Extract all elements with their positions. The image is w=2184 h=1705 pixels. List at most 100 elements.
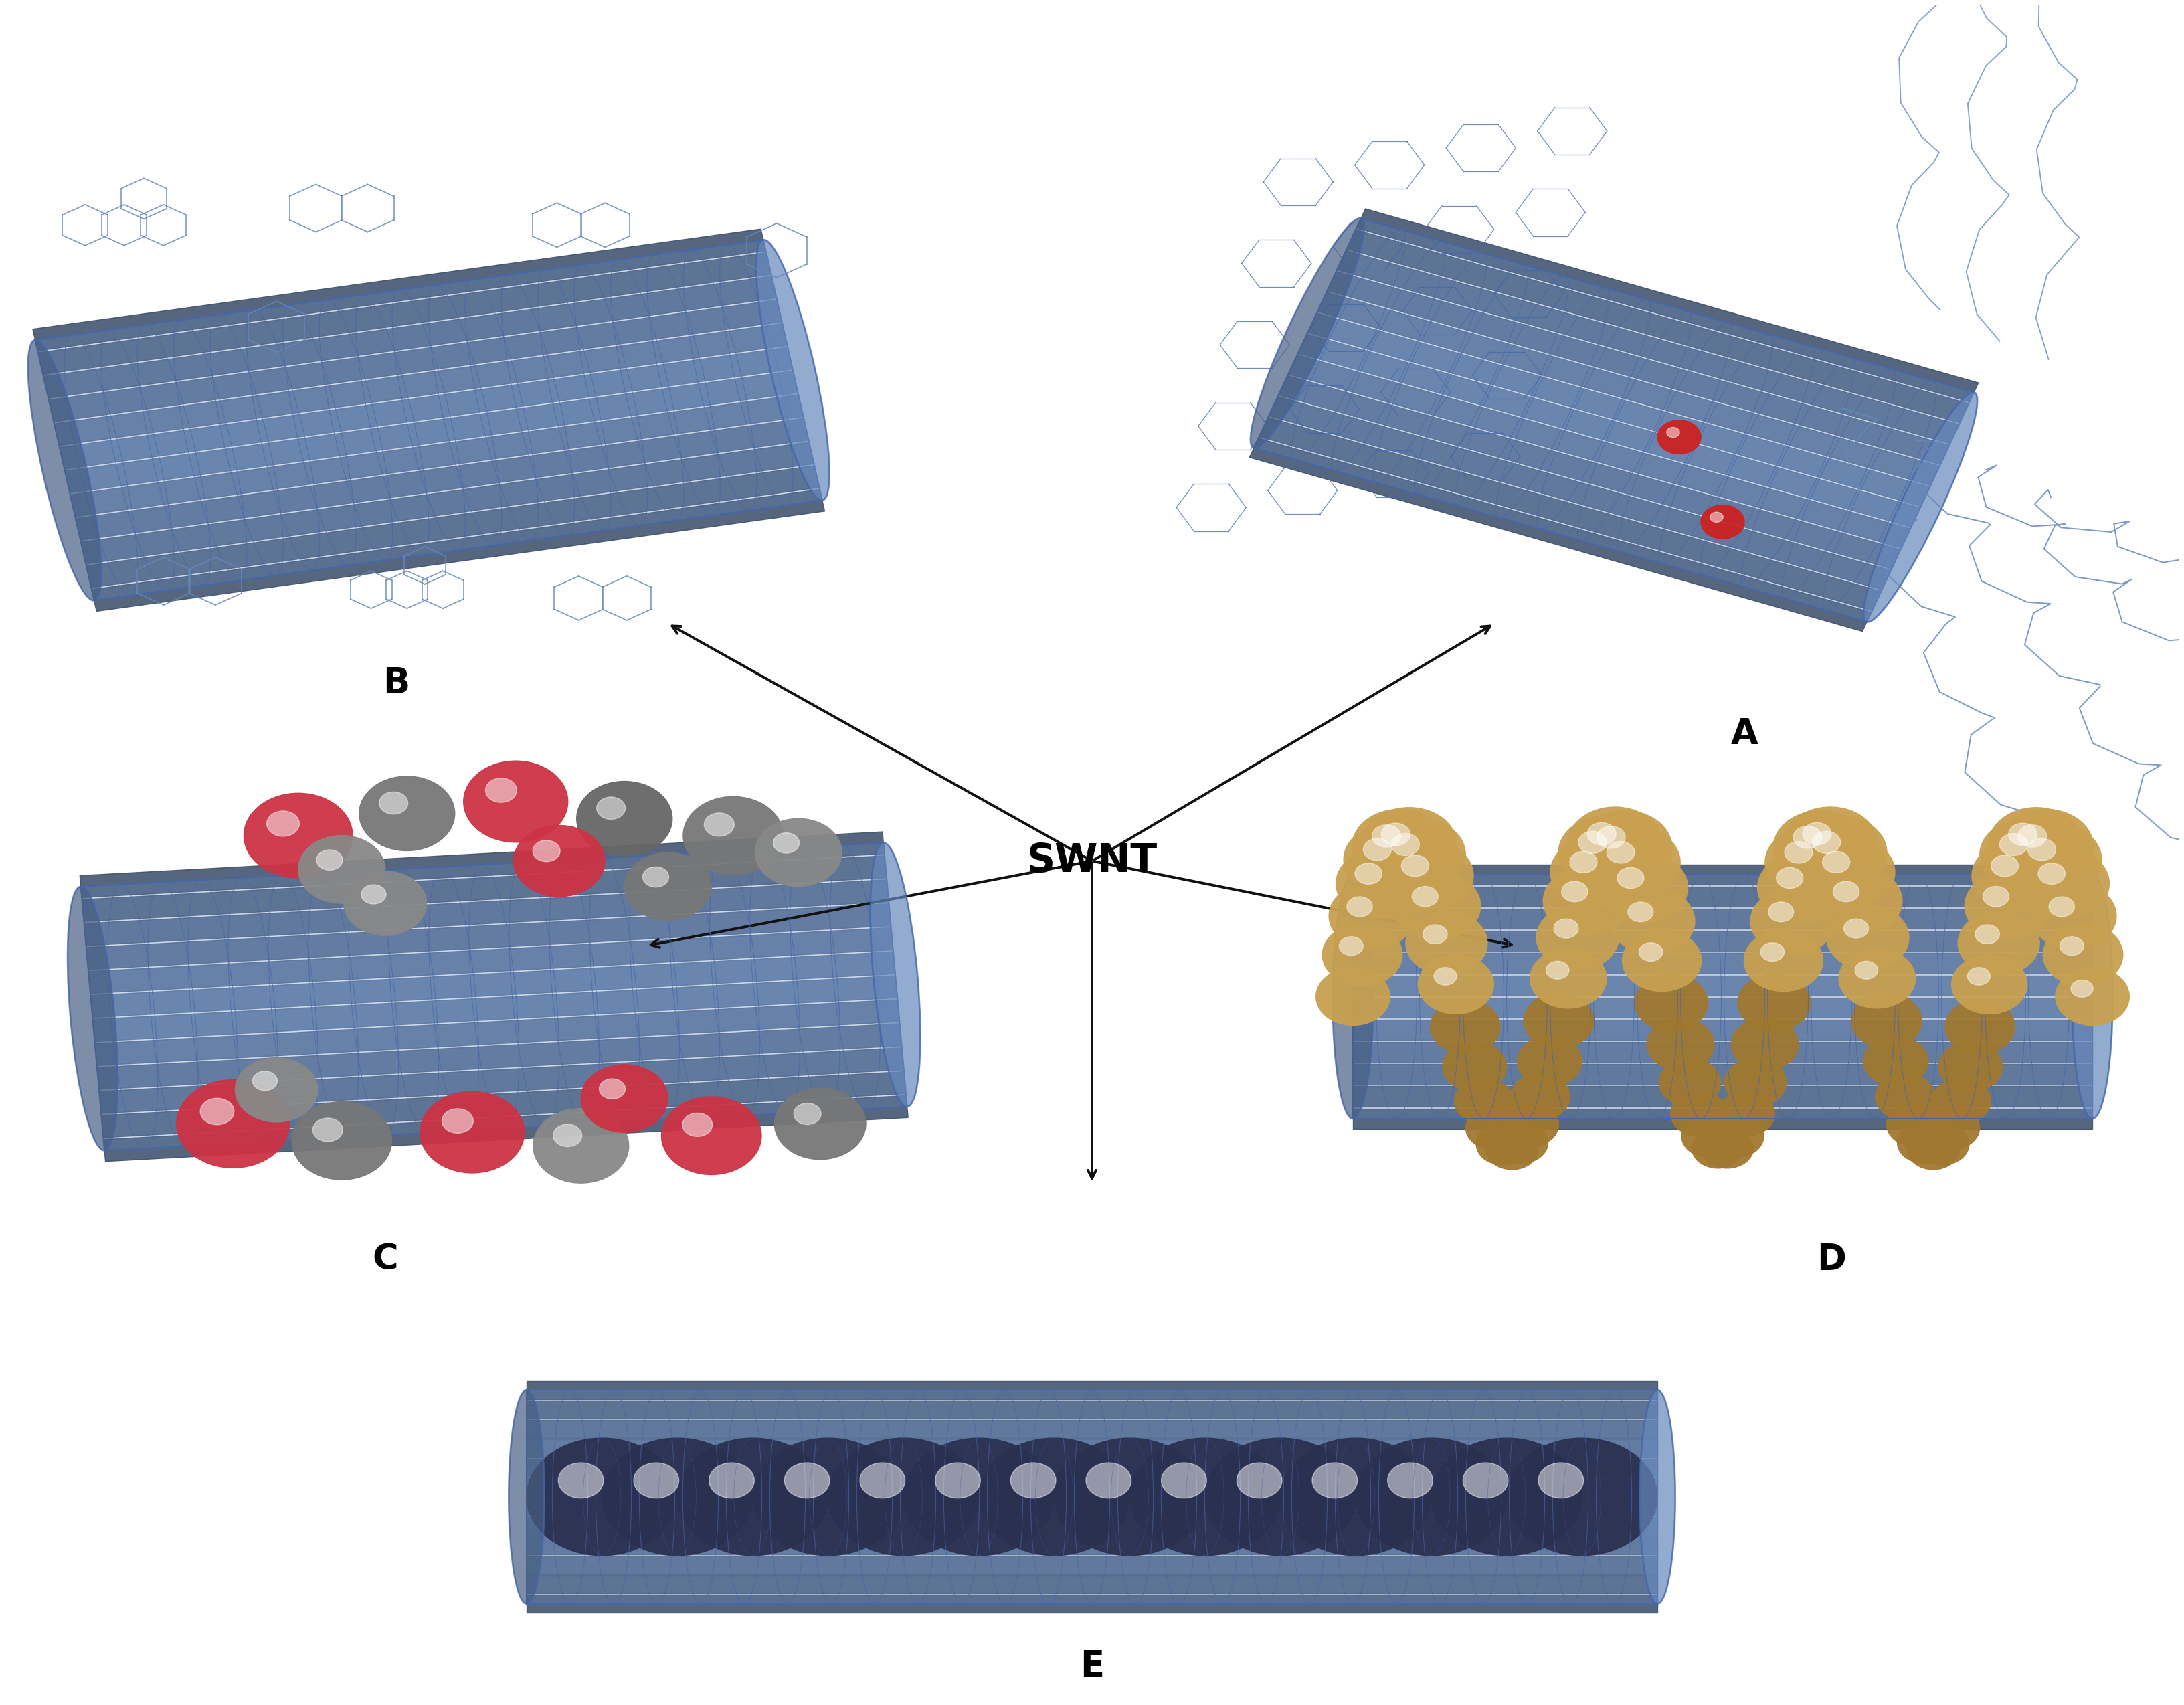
Polygon shape [44, 276, 778, 397]
Polygon shape [1352, 1064, 2092, 1084]
Circle shape [1343, 824, 1437, 897]
Polygon shape [87, 465, 819, 588]
Circle shape [1559, 815, 1653, 890]
Circle shape [526, 1437, 677, 1555]
Circle shape [1494, 1122, 1548, 1163]
Polygon shape [1352, 931, 2092, 951]
Circle shape [1887, 1103, 1942, 1146]
Circle shape [1588, 827, 1679, 899]
Circle shape [1424, 924, 1448, 945]
Circle shape [1406, 912, 1487, 975]
Circle shape [1610, 888, 1695, 955]
Circle shape [266, 812, 299, 837]
Circle shape [1638, 943, 1662, 962]
Circle shape [343, 871, 426, 936]
Polygon shape [1352, 909, 2092, 929]
Polygon shape [98, 1047, 904, 1113]
Circle shape [1568, 806, 1662, 881]
Circle shape [1129, 1437, 1280, 1555]
Circle shape [1732, 1018, 1797, 1071]
Circle shape [2018, 825, 2046, 847]
Circle shape [1544, 868, 1631, 936]
Circle shape [1682, 1115, 1736, 1158]
Circle shape [773, 832, 799, 852]
Polygon shape [37, 252, 771, 375]
Circle shape [1983, 887, 2009, 907]
Circle shape [1773, 810, 1870, 885]
Circle shape [1752, 888, 1835, 955]
Circle shape [1793, 827, 1821, 849]
Circle shape [1924, 1107, 1979, 1149]
Circle shape [1511, 1074, 1570, 1120]
Polygon shape [1352, 953, 2092, 974]
Polygon shape [1352, 887, 2092, 907]
Circle shape [1162, 1463, 1206, 1499]
Circle shape [2009, 824, 2101, 897]
Circle shape [1666, 428, 1679, 438]
Circle shape [441, 1108, 474, 1134]
Polygon shape [1352, 1086, 2092, 1107]
Circle shape [1317, 968, 1389, 1025]
Polygon shape [55, 324, 786, 445]
Circle shape [756, 818, 841, 887]
Circle shape [1444, 1042, 1507, 1091]
Circle shape [1793, 815, 1887, 890]
Polygon shape [1337, 251, 1959, 443]
Circle shape [1206, 1437, 1356, 1555]
Circle shape [581, 1064, 668, 1132]
Circle shape [2031, 883, 2116, 950]
Polygon shape [526, 1536, 1658, 1555]
Polygon shape [1348, 230, 1968, 423]
Circle shape [1465, 1107, 1520, 1149]
Polygon shape [66, 372, 797, 493]
Polygon shape [87, 928, 893, 994]
Circle shape [1417, 955, 1494, 1014]
Ellipse shape [1251, 218, 1365, 448]
Circle shape [1979, 818, 2075, 892]
Circle shape [1815, 868, 1902, 936]
Polygon shape [70, 394, 804, 517]
Circle shape [1813, 832, 1841, 854]
Circle shape [1348, 897, 1372, 917]
Circle shape [1658, 419, 1701, 454]
Circle shape [1915, 1124, 1970, 1165]
Polygon shape [90, 951, 895, 1018]
Circle shape [2001, 834, 2027, 856]
Circle shape [201, 1098, 234, 1125]
Polygon shape [85, 880, 889, 946]
Circle shape [1463, 1463, 1509, 1499]
Ellipse shape [68, 887, 118, 1151]
Circle shape [2038, 863, 2066, 885]
Circle shape [1011, 1463, 1055, 1499]
Circle shape [312, 1118, 343, 1142]
Ellipse shape [1332, 875, 1374, 1118]
Polygon shape [81, 842, 906, 1151]
Circle shape [1531, 948, 1607, 1008]
Circle shape [2009, 824, 2038, 846]
Circle shape [1832, 881, 1859, 902]
Polygon shape [81, 442, 815, 564]
Circle shape [1313, 1463, 1358, 1499]
Text: E: E [1079, 1649, 1105, 1685]
Polygon shape [1328, 271, 1950, 464]
Ellipse shape [509, 1390, 544, 1604]
Polygon shape [526, 1381, 1658, 1398]
Circle shape [633, 1463, 679, 1499]
Polygon shape [526, 1420, 1658, 1437]
Circle shape [1607, 842, 1634, 863]
Polygon shape [92, 489, 826, 612]
Polygon shape [1269, 397, 1891, 590]
Polygon shape [526, 1390, 1658, 1604]
Circle shape [1647, 1018, 1714, 1071]
Circle shape [2049, 897, 2075, 917]
Circle shape [1826, 905, 1909, 970]
Circle shape [1538, 1463, 1583, 1499]
Polygon shape [1308, 314, 1931, 506]
Ellipse shape [869, 842, 919, 1107]
Circle shape [793, 1103, 821, 1125]
Circle shape [1804, 837, 1896, 907]
Circle shape [1972, 841, 2064, 910]
Ellipse shape [1640, 1390, 1675, 1604]
Circle shape [1577, 810, 1673, 885]
Ellipse shape [1863, 392, 1977, 622]
